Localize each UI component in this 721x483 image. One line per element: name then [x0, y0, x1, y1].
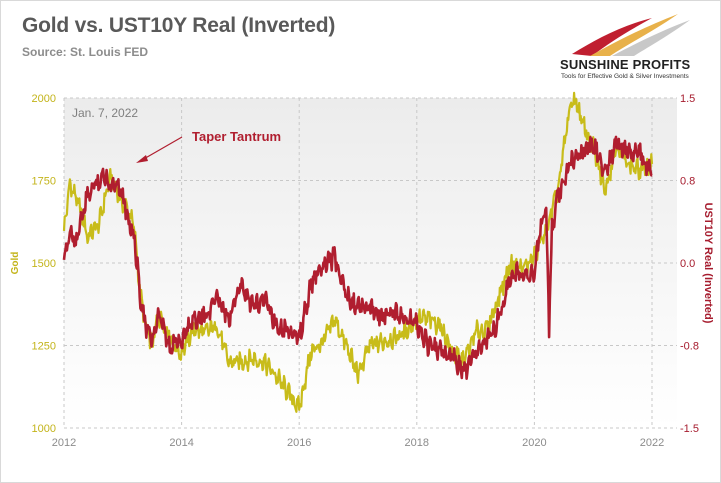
- x-tick-label: 2018: [405, 437, 429, 449]
- sunshine-profits-logo-icon: [572, 14, 690, 56]
- right-tick-label: 0.8: [680, 176, 695, 188]
- x-tick-label: 2016: [287, 437, 311, 449]
- left-tick-label: 1750: [32, 176, 56, 188]
- x-tick-label: 2012: [52, 437, 76, 449]
- taper-tantrum-annotation: Taper Tantrum: [192, 129, 281, 144]
- right-tick-label: -0.8: [680, 341, 699, 353]
- chart-title: Gold vs. UST10Y Real (Inverted): [22, 14, 336, 37]
- taper-arrow-icon: [136, 136, 183, 163]
- left-tick-label: 1000: [32, 423, 56, 435]
- x-tick-label: 2020: [522, 437, 546, 449]
- x-tick-label: 2014: [169, 437, 193, 449]
- right-tick-label: 1.5: [680, 93, 695, 105]
- series-layer: [62, 91, 654, 413]
- left-tick-label: 1250: [32, 341, 56, 353]
- date-annotation: Jan. 7, 2022: [72, 106, 138, 120]
- grid-lines: [63, 97, 677, 429]
- chart-source: Source: St. Louis FED: [22, 45, 149, 59]
- right-tick-label: 0.0: [680, 258, 695, 270]
- gold-series-line: [62, 91, 654, 413]
- x-tick-label: 2022: [640, 437, 664, 449]
- left-tick-label: 1500: [32, 258, 56, 270]
- right-tick-label: -1.5: [680, 423, 699, 435]
- logo-tagline: Tools for Effective Gold & Silver Invest…: [561, 73, 689, 80]
- ust-series-line: [62, 135, 653, 380]
- logo-name: SUNSHINE PROFITS: [560, 57, 691, 72]
- right-axis-title: UST10Y Real (Inverted): [702, 203, 714, 324]
- left-tick-label: 2000: [32, 93, 56, 105]
- left-axis-title: Gold: [10, 252, 21, 275]
- tick-labels: 1000 -1.5 1250 -0.8 1500 0.0 1750 0.8 2000 1.5 201…: [32, 93, 699, 449]
